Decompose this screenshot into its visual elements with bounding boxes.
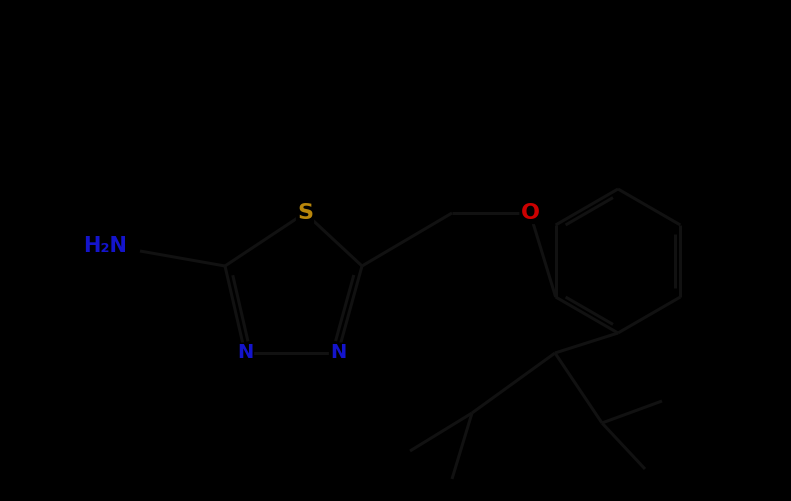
Text: N: N bbox=[330, 344, 346, 363]
Text: O: O bbox=[520, 203, 539, 223]
Text: H₂N: H₂N bbox=[83, 236, 127, 256]
Text: S: S bbox=[297, 203, 313, 223]
Text: N: N bbox=[237, 344, 253, 363]
